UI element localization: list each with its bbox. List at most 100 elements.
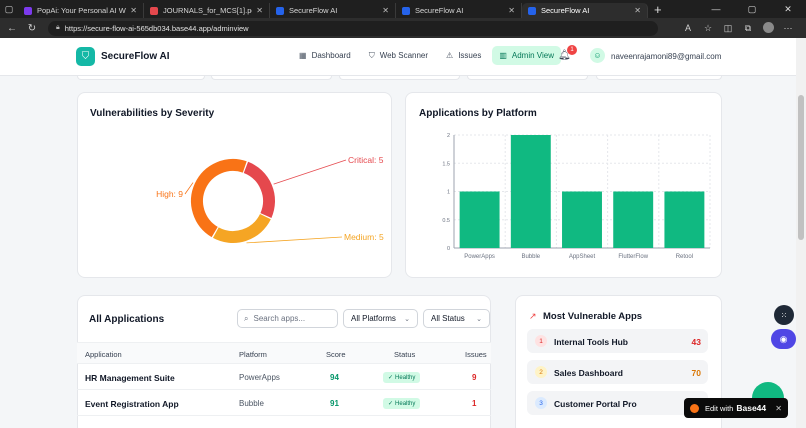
tab-label: SecureFlow AI <box>289 6 338 15</box>
check-icon: ✓ <box>388 375 394 381</box>
reading-icon[interactable]: A <box>684 23 691 33</box>
app-score: 94 <box>330 373 339 382</box>
bar-appsheet[interactable] <box>562 191 602 249</box>
vulnerable-app-item[interactable]: 1 Internal Tools Hub 43 <box>527 329 708 353</box>
vulnerable-app-value: 70 <box>691 368 701 378</box>
card-title: Vulnerabilities by Severity <box>90 108 215 119</box>
donut-leader-line <box>184 182 194 195</box>
bar-flutterflow[interactable] <box>613 191 654 249</box>
table-row[interactable]: Event Registration App Bubble 91 ✓ Health… <box>77 390 491 416</box>
tab-favicon-icon <box>402 6 410 15</box>
severity-chart-card: Vulnerabilities by Severity Critical: 5 M… <box>77 92 392 278</box>
lock-icon: 🔒︎ <box>56 24 60 31</box>
close-window-icon[interactable]: ✕ <box>784 3 792 14</box>
tab-label: JOURNALS_for_MCS[1].pdf <box>163 6 253 15</box>
tab-close-icon[interactable]: ✕ <box>382 6 389 15</box>
chevron-down-icon: ⌄ <box>404 315 410 323</box>
col-platform: Platform <box>239 350 267 359</box>
rank-badge: 1 <box>535 335 547 347</box>
warning-icon: ⚠︎ <box>446 51 454 60</box>
col-status: Status <box>394 350 416 359</box>
donut-slice-high[interactable] <box>191 159 247 238</box>
search-input[interactable] <box>253 314 329 323</box>
window-menu-icon[interactable]: ▢ <box>4 3 14 14</box>
x-tick-label: FlutterFlow <box>618 254 648 260</box>
vulnerable-app-name: Sales Dashboard <box>554 368 623 378</box>
window-controls: — ▢ ✕ <box>698 4 806 15</box>
chevron-down-icon: ⌄ <box>476 315 482 323</box>
donut-data-label: High: 9 <box>156 189 183 199</box>
table-row[interactable]: HR Management Suite PowerApps 94 ✓ Health… <box>77 364 491 390</box>
bar-bubble[interactable] <box>510 135 551 248</box>
applications-title: All Applications <box>89 314 165 325</box>
back-icon[interactable]: ← <box>7 22 17 34</box>
bar-retool[interactable] <box>664 191 705 249</box>
tab-close-icon[interactable]: ✕ <box>508 6 515 15</box>
minimize-icon[interactable]: — <box>711 3 721 14</box>
close-icon[interactable]: ✕ <box>775 403 782 413</box>
browser-tab[interactable]: SecureFlow AI ✕ <box>396 3 522 18</box>
new-tab-button[interactable]: + <box>654 1 662 17</box>
shield-icon: ⛉ <box>368 50 375 60</box>
url-bar[interactable]: 🔒︎ https://secure-flow-ai-565db034.base4… <box>48 20 658 36</box>
col-score: Score <box>326 350 346 359</box>
card-title: Applications by Platform <box>419 108 537 119</box>
donut-leader-line <box>246 236 343 244</box>
search-icon: ⌕ <box>244 313 249 323</box>
x-tick-label: AppSheet <box>569 254 596 260</box>
status-badge: ✓ Healthy <box>383 372 421 383</box>
browser-tab[interactable]: SecureFlow AI ✕ <box>522 3 648 18</box>
status-filter-select[interactable]: All Status ⌄ <box>423 309 490 328</box>
browser-tab[interactable]: JOURNALS_for_MCS[1].pdf ✕ <box>144 3 270 18</box>
favorite-icon[interactable]: ☆ <box>703 22 713 33</box>
tab-close-icon[interactable]: ✕ <box>634 6 641 15</box>
more-icon[interactable]: ⋯ <box>783 22 793 33</box>
donut-slice-medium[interactable] <box>212 213 271 243</box>
bell-icon[interactable]: 🔔︎ <box>558 50 571 61</box>
split-screen-icon[interactable]: ◫ <box>723 22 733 33</box>
tab-close-icon[interactable]: ✕ <box>256 6 263 15</box>
edit-with-base44-button[interactable]: Edit with Base44 ✕ <box>684 398 788 418</box>
tab-close-icon[interactable]: ✕ <box>130 6 137 15</box>
vulnerable-app-item[interactable]: 2 Sales Dashboard 70 <box>527 360 708 384</box>
nav-admin-view[interactable]: ▥ Admin View <box>492 46 561 65</box>
app-issues: 1 <box>472 399 477 408</box>
browser-tab[interactable]: SecureFlow AI ✕ <box>270 3 396 18</box>
browser-tab[interactable]: PopAi: Your Personal AI Workspace ✕ <box>18 3 144 18</box>
vulnerable-app-value: 43 <box>691 337 701 347</box>
collections-icon[interactable]: ⧉ <box>744 22 752 33</box>
vulnerable-app-item[interactable]: 3 Customer Portal Pro <box>527 391 708 415</box>
nav-issues[interactable]: ⚠︎ Issues <box>446 51 482 60</box>
base44-logo-icon <box>690 403 699 413</box>
y-tick-label: 2 <box>447 133 450 139</box>
donut-data-label: Medium: 5 <box>344 232 384 242</box>
donut-slice-critical[interactable] <box>243 161 275 218</box>
rank-badge: 2 <box>535 366 547 378</box>
scrollbar-thumb[interactable] <box>798 95 804 240</box>
y-tick-label: 0.5 <box>442 218 450 224</box>
tab-favicon-icon <box>24 6 32 15</box>
check-icon: ✓ <box>388 401 394 407</box>
nav-web-scanner[interactable]: ⛉ Web Scanner <box>368 50 429 61</box>
bar-chart-icon: ▥ <box>499 51 507 60</box>
nav-dashboard[interactable]: ▦ Dashboard <box>299 51 351 60</box>
app-name: Event Registration App <box>85 399 179 409</box>
tab-favicon-icon <box>276 6 284 15</box>
refresh-icon[interactable]: ↻ <box>27 22 37 34</box>
brand-name: SecureFlow AI <box>101 51 170 62</box>
apps-grid-icon[interactable]: ⁙ <box>774 305 794 325</box>
severity-donut-chart: Critical: 5 Medium: 5 High: 9 <box>156 155 384 244</box>
browser-tab-bar: ▢ PopAi: Your Personal AI Workspace✕JOUR… <box>0 0 806 18</box>
maximize-icon[interactable]: ▢ <box>747 3 757 14</box>
donut-leader-line <box>273 159 347 185</box>
address-bar-row: ← ↻ 🔒︎ https://secure-flow-ai-565db034.b… <box>0 18 806 38</box>
platform-filter-select[interactable]: All Platforms ⌄ <box>343 309 418 328</box>
col-issues: Issues <box>465 350 487 359</box>
chat-bot-icon[interactable]: ◉ <box>771 329 796 349</box>
notification-badge: 1 <box>567 45 577 55</box>
user-icon[interactable]: ☺ <box>590 48 605 63</box>
bar-powerapps[interactable] <box>459 191 500 249</box>
user-email[interactable]: naveenrajamoni89@gmail.com <box>611 52 722 61</box>
platform-bar-chart: 0 0.5 1 1.5 2 PowerApps Bubble AppSheet FlutterF… <box>442 133 711 260</box>
profile-avatar[interactable] <box>758 21 778 35</box>
